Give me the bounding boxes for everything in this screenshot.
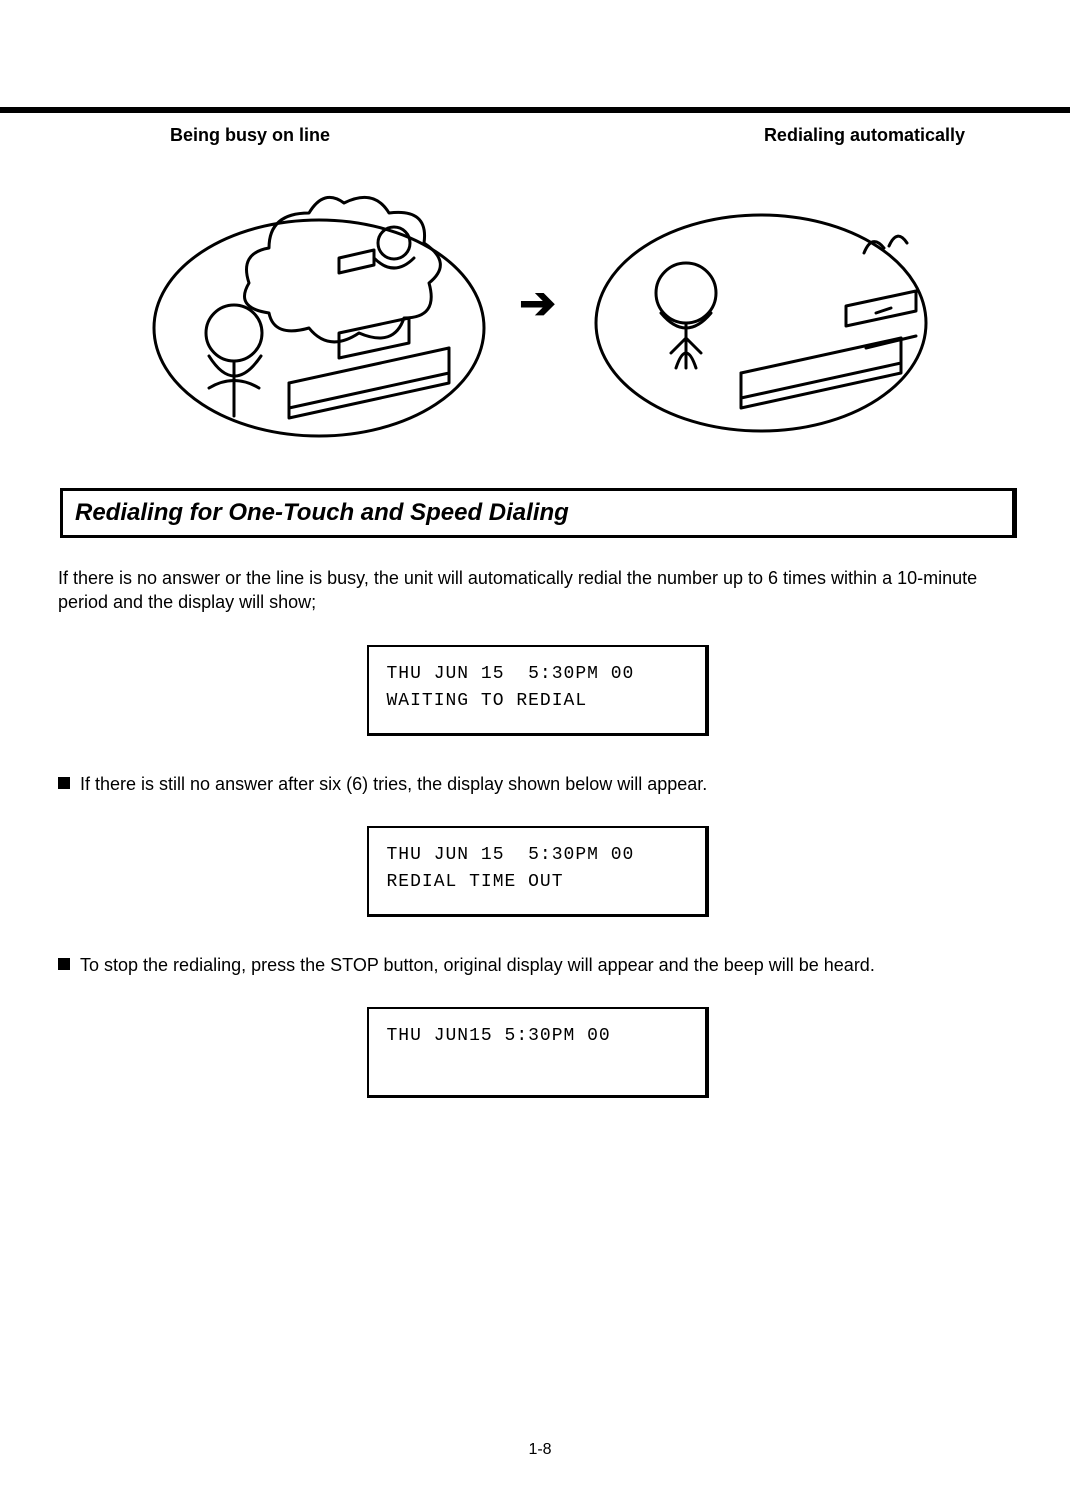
caption-left: Being busy on line [170, 125, 330, 146]
bullet-2: To stop the redialing, press the STOP bu… [58, 953, 1017, 977]
top-rule [0, 107, 1070, 113]
bullet-2-text: To stop the redialing, press the STOP bu… [80, 953, 875, 977]
section-title: Redialing for One-Touch and Speed Dialin… [75, 499, 569, 526]
illustration-redial [576, 158, 936, 448]
intro-paragraph: If there is no answer or the line is bus… [58, 566, 1017, 615]
bullet-1: If there is still no answer after six (6… [58, 772, 1017, 796]
section-heading-box: Redialing for One-Touch and Speed Dialin… [60, 488, 1017, 538]
bullet-1-text: If there is still no answer after six (6… [80, 772, 707, 796]
lcd-display-waiting: THU JUN 15 5:30PM 00 WAITING TO REDIAL [367, 645, 709, 736]
figure-captions: Being busy on line Redialing automatical… [50, 95, 1025, 146]
lcd-display-idle: THU JUN15 5:30PM 00 [367, 1007, 709, 1098]
caption-right: Redialing automatically [764, 125, 965, 146]
lcd-display-timeout: THU JUN 15 5:30PM 00 REDIAL TIME OUT [367, 826, 709, 917]
square-bullet-icon [58, 958, 70, 970]
illustration-busy [139, 158, 499, 448]
page-number: 1-8 [0, 1441, 1080, 1459]
arrow-icon: ➔ [509, 278, 566, 329]
manual-page: Being busy on line Redialing automatical… [0, 0, 1080, 1499]
square-bullet-icon [58, 777, 70, 789]
figure-row: ➔ [50, 158, 1025, 448]
